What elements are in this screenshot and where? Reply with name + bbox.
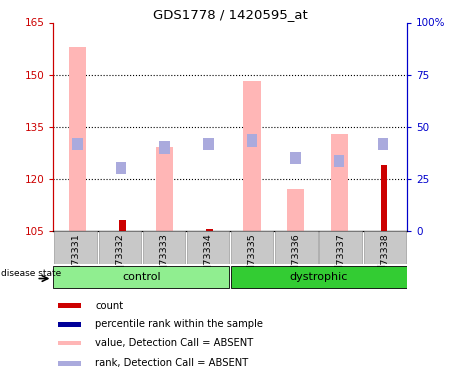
Bar xyxy=(143,231,185,264)
Bar xyxy=(58,322,81,327)
Text: dystrophic: dystrophic xyxy=(290,272,348,282)
Bar xyxy=(331,134,348,231)
Text: percentile rank within the sample: percentile rank within the sample xyxy=(95,320,263,329)
Bar xyxy=(334,155,345,168)
Bar xyxy=(54,231,97,264)
Bar xyxy=(290,152,301,164)
Bar xyxy=(58,340,81,345)
FancyBboxPatch shape xyxy=(231,266,407,288)
Text: GSM73338: GSM73338 xyxy=(380,233,389,285)
Bar xyxy=(69,47,86,231)
Bar xyxy=(159,141,170,154)
Text: disease state: disease state xyxy=(1,269,61,278)
Bar xyxy=(247,134,257,147)
Bar xyxy=(231,231,273,264)
Text: value, Detection Call = ABSENT: value, Detection Call = ABSENT xyxy=(95,338,253,348)
Bar xyxy=(156,147,173,231)
Bar xyxy=(378,138,388,150)
Text: count: count xyxy=(95,301,123,311)
Bar xyxy=(243,81,261,231)
Bar xyxy=(203,138,213,150)
Bar xyxy=(275,231,318,264)
Bar xyxy=(119,220,126,231)
Bar xyxy=(206,229,213,231)
Text: GSM73334: GSM73334 xyxy=(204,233,213,285)
Title: GDS1778 / 1420595_at: GDS1778 / 1420595_at xyxy=(153,8,307,21)
Text: control: control xyxy=(122,272,161,282)
Bar xyxy=(116,162,126,174)
Text: GSM73332: GSM73332 xyxy=(115,233,124,285)
Bar xyxy=(187,231,229,264)
Bar xyxy=(364,231,406,264)
Text: GSM73331: GSM73331 xyxy=(71,233,80,285)
Text: GSM73336: GSM73336 xyxy=(292,233,301,285)
Bar xyxy=(287,189,305,231)
Bar xyxy=(99,231,141,264)
Bar xyxy=(72,138,83,150)
Text: rank, Detection Call = ABSENT: rank, Detection Call = ABSENT xyxy=(95,358,248,368)
Text: GSM73333: GSM73333 xyxy=(159,233,168,285)
FancyBboxPatch shape xyxy=(53,266,229,288)
Bar xyxy=(58,361,81,366)
Text: GSM73335: GSM73335 xyxy=(248,233,257,285)
Bar xyxy=(381,165,387,231)
Bar xyxy=(319,231,362,264)
Bar xyxy=(58,303,81,308)
Text: GSM73337: GSM73337 xyxy=(336,233,345,285)
